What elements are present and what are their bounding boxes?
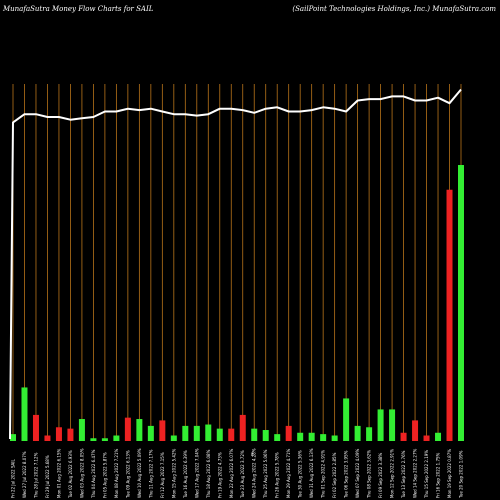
x-tick-label: Wed 31 Aug 2022 6.13% (309, 448, 314, 498)
money-flow-bar (262, 430, 269, 441)
x-tick-label: Thu 25 Aug 2022 5.06% (263, 449, 268, 499)
x-tick-label: Tue 16 Aug 2022 6.39% (183, 450, 188, 499)
chart-title-right: (SailPoint Technologies Holdings, Inc.) … (292, 5, 496, 13)
money-flow-line (9, 88, 462, 440)
money-flow-bar (136, 419, 143, 441)
money-flow-bar (101, 438, 108, 441)
x-tick-label: Fri 26 Aug 2022 5.78% (275, 452, 280, 498)
x-tick-label: Tue 30 Aug 2022 5.36% (298, 450, 303, 499)
x-tick-label: Wed 27 Jul 2022 8.07% (22, 451, 27, 498)
money-flow-bar (182, 425, 189, 441)
money-flow-bar (113, 435, 120, 441)
money-flow-bar (55, 427, 62, 441)
money-flow-bar (366, 427, 373, 441)
x-tick-label: Fri 12 Aug 2022 7.15% (160, 452, 165, 498)
money-flow-bar (377, 409, 384, 441)
money-flow-bar (170, 435, 177, 441)
x-tick-label: Wed 10 Aug 2022 5.09% (137, 448, 142, 498)
x-tick-label: Thu 08 Sep 2022 3.62% (367, 450, 372, 499)
money-flow-bar (297, 432, 304, 441)
money-flow-bar (423, 435, 430, 441)
money-flow-bar (216, 428, 223, 441)
money-flow-bar (147, 425, 154, 441)
x-tick-label: Wed 07 Sep 2022 4.09% (355, 448, 360, 498)
x-tick-label: Fri 16 Sep 2022 1.75% (436, 452, 441, 498)
money-flow-bar (193, 425, 200, 441)
line-series (9, 88, 462, 440)
x-tick-label: Thu 11 Aug 2022 7.17% (148, 449, 153, 499)
x-tick-label: Thu 01 Sep 2022 4.91% (321, 450, 326, 499)
money-flow-bar (412, 420, 419, 441)
x-tick-label: Thu 15 Sep 2022 2.19% (424, 450, 429, 499)
money-flow-bar (32, 414, 39, 441)
x-tick-label: Tue 09 Aug 2022 6.13% (125, 450, 130, 499)
x-tick-label: Mon 01 Aug 2022 6.15% (56, 448, 61, 498)
chart-title-left: MunafaSutra Money Flow Charts for SAIL (2, 5, 154, 13)
money-flow-bar (320, 434, 327, 441)
money-flow-bar (124, 417, 131, 441)
x-tick-label: Thu 18 Aug 2022 6.08% (206, 449, 211, 499)
x-tick-label: Wed 17 Aug 2022 7.04% (194, 448, 199, 498)
x-tick-label: Fri 09 Sep 2022 3.38% (378, 452, 383, 498)
x-tick-label: Wed 03 Aug 2022 8.05% (79, 448, 84, 498)
x-tick-label: Thu 28 Jul 2022 7.12% (33, 452, 38, 499)
x-tick-labels: Fri 22 Jul 2022 SAIL Wed 27 Jul 2022 8.07… (11, 448, 464, 499)
x-tick-label: Wed 24 Aug 2022 4.28% (252, 448, 257, 498)
money-flow-bar (78, 419, 85, 441)
axis-zero-label: 0 (251, 452, 254, 457)
x-tick-label: Tue 06 Sep 2022 3.95% (344, 450, 349, 499)
money-flow-bar (251, 428, 258, 441)
money-flow-bar (239, 414, 246, 441)
x-tick-label: Fri 22 Jul 2022 SAIL (11, 459, 16, 498)
money-flow-bar (228, 428, 235, 441)
bars (10, 165, 464, 441)
x-tick-label: Mon 19 Sep 2022 0.87% (447, 449, 452, 498)
money-flow-bar (285, 425, 292, 441)
x-tick-label: Thu 04 Aug 2022 6.47% (91, 449, 96, 499)
money-flow-bar (446, 189, 453, 441)
x-tick-label: Fri 02 Sep 2022 2.85% (332, 452, 337, 498)
x-tick-label: Tue 02 Aug 2022 6.93% (68, 450, 73, 499)
money-flow-bar (159, 420, 166, 441)
money-flow-bar (308, 432, 315, 441)
x-tick-label: Fri 19 Aug 2022 4.73% (217, 452, 222, 498)
x-tick-label: Tue 23 Aug 2022 3.72% (240, 450, 245, 499)
x-tick-label: Mon 29 Aug 2022 4.71% (286, 448, 291, 498)
x-tick-label: Mon 12 Sep 2022 2.91% (390, 449, 395, 498)
money-flow-bar (400, 432, 407, 441)
x-tick-label: Tue 13 Sep 2022 2.76% (401, 450, 406, 499)
money-flow-bar (205, 424, 212, 441)
money-flow-bar (10, 434, 16, 441)
x-tick-label: Fri 29 Jul 2022 5.68% (45, 455, 50, 498)
money-flow-bar (343, 398, 350, 441)
money-flow-bar (44, 435, 51, 441)
x-tick-label: Mon 08 Aug 2022 7.21% (114, 448, 119, 498)
x-tick-label: Tue 20 Sep 2022 1.09% (459, 450, 464, 499)
money-flow-bar (458, 165, 464, 441)
money-flow-bar (331, 435, 338, 441)
x-tick-label: Mon 22 Aug 2022 6.07% (229, 448, 234, 498)
x-tick-label: Wed 14 Sep 2022 2.27% (413, 448, 418, 498)
money-flow-bar (21, 387, 28, 441)
money-flow-bar (354, 425, 361, 441)
money-flow-bar (435, 432, 442, 441)
money-flow-bar (67, 428, 74, 441)
x-tick-label: Mon 15 Aug 2022 5.42% (171, 448, 176, 498)
money-flow-bar (274, 434, 281, 441)
money-flow-bar (90, 438, 97, 441)
x-tick-label: Fri 05 Aug 2022 5.87% (102, 452, 107, 498)
money-flow-bar (389, 409, 396, 441)
